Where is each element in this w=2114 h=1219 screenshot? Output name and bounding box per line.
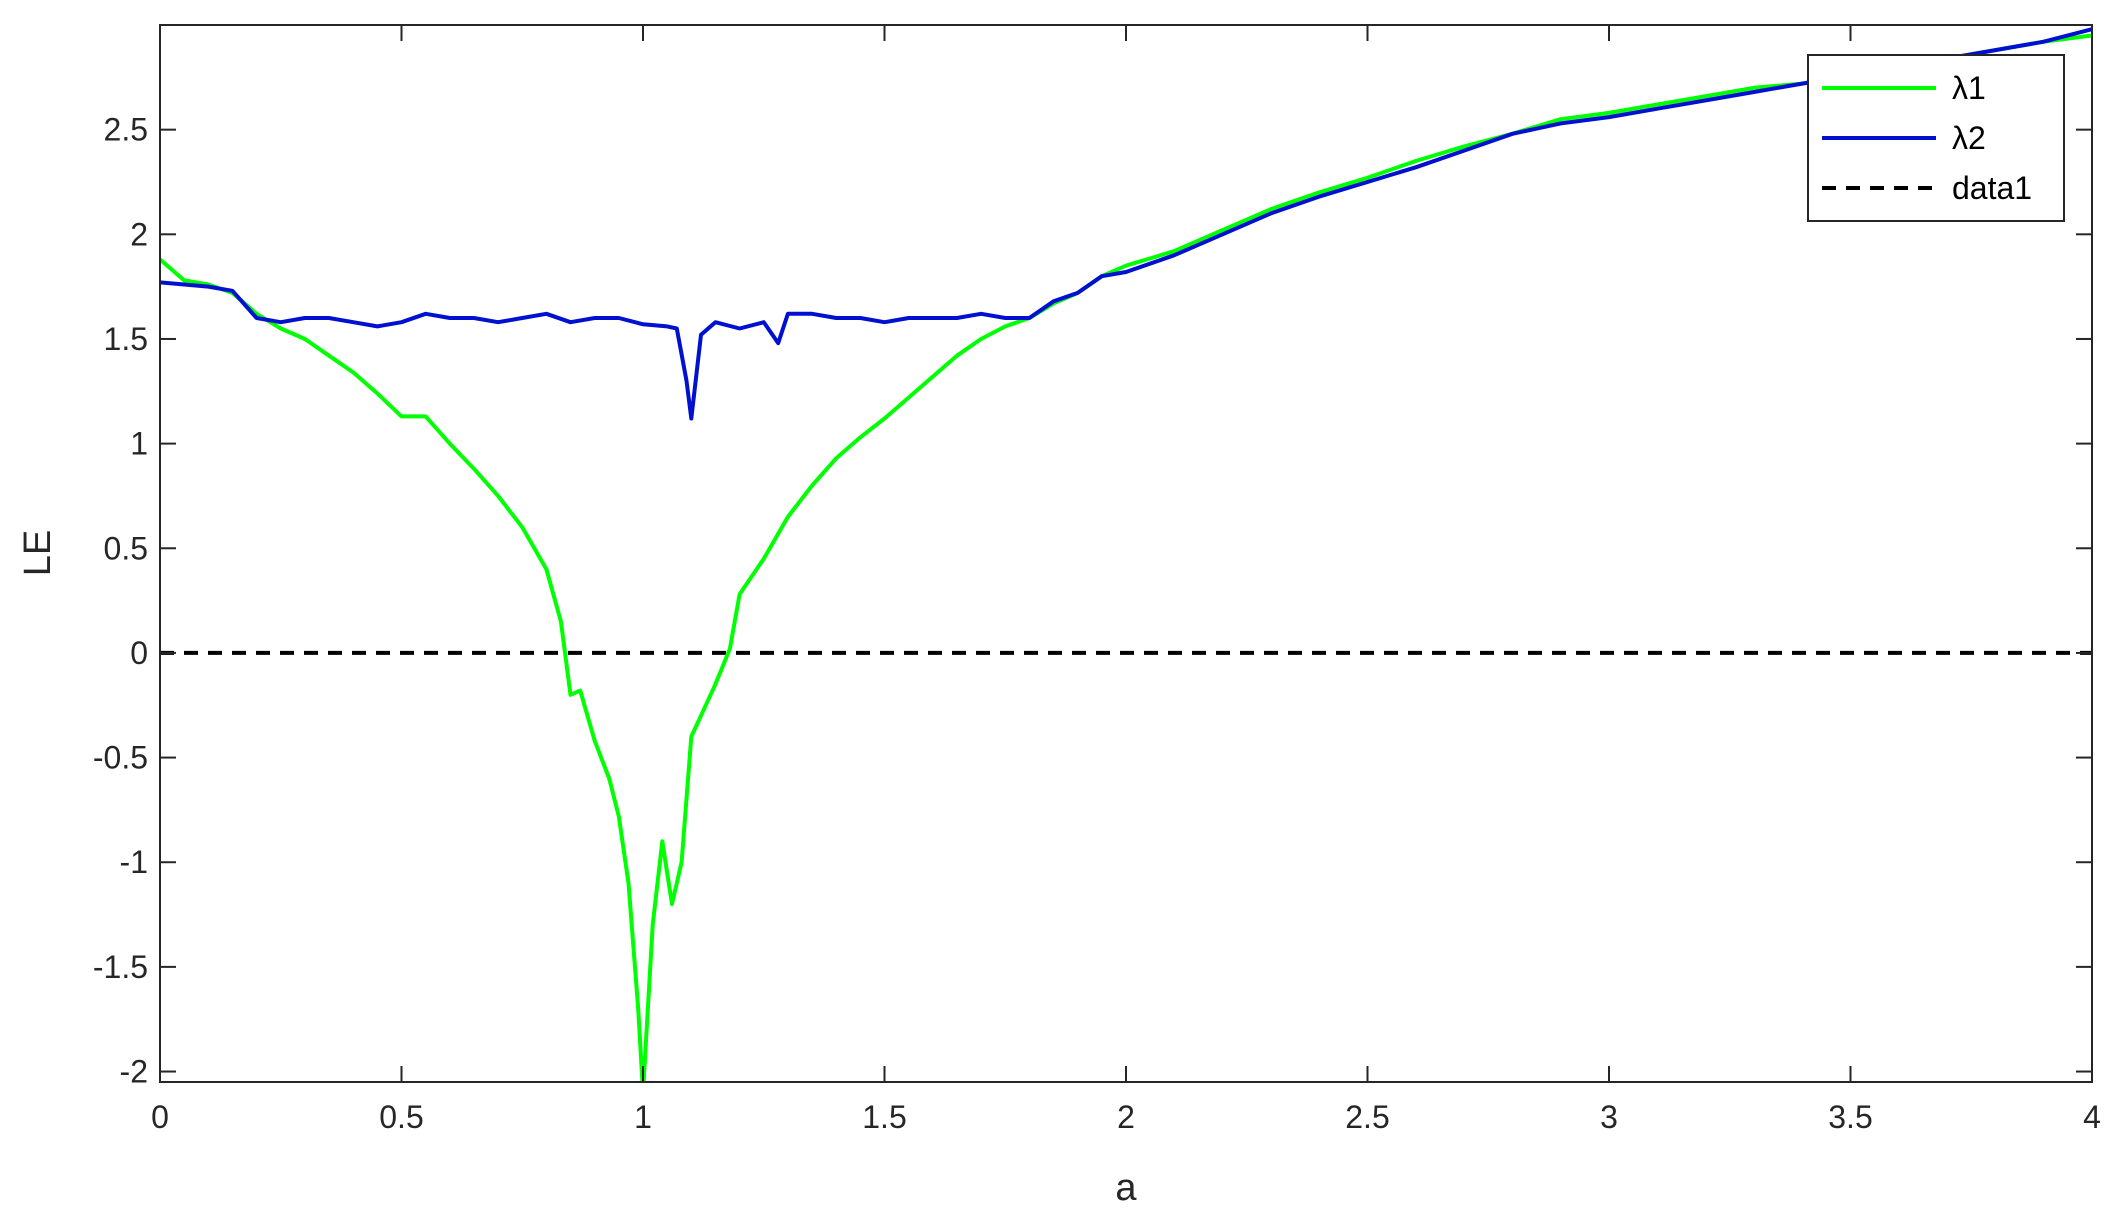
x-tick-label: 1 xyxy=(634,1099,652,1135)
y-tick-label: 2 xyxy=(130,216,148,252)
legend: λ1 λ2 data1 xyxy=(1807,54,2065,222)
x-tick-label: 3.5 xyxy=(1828,1099,1872,1135)
x-tick-label: 2.5 xyxy=(1345,1099,1389,1135)
y-tick-label: -2 xyxy=(120,1054,148,1090)
y-tick-label: 0.5 xyxy=(104,530,148,566)
x-tick-label: 0.5 xyxy=(379,1099,423,1135)
legend-label-1: λ1 xyxy=(1952,70,1986,106)
y-tick-label: -1 xyxy=(120,844,148,880)
x-tick-label: 3 xyxy=(1600,1099,1618,1135)
legend-label-2: λ2 xyxy=(1952,120,1986,156)
plot-area xyxy=(160,25,2092,1082)
y-tick-label: 0 xyxy=(130,635,148,671)
ticks-layer: 0 0.5 1 1.5 2 2.5 3 3.5 4 -2 -1.5 -1 -0.5 0 0.5 1 1.5 2 2.… xyxy=(93,25,2101,1135)
y-tick-label: -0.5 xyxy=(93,740,148,776)
legend-label-3: data1 xyxy=(1952,170,2032,206)
y-axis-title: LE xyxy=(17,530,59,576)
y-tick-label: -1.5 xyxy=(93,949,148,985)
series-layer xyxy=(160,27,2092,1082)
x-tick-label: 2 xyxy=(1117,1099,1135,1135)
x-tick-label: 0 xyxy=(151,1099,169,1135)
series-line-2 xyxy=(160,27,2092,421)
y-tick-label: 2.5 xyxy=(104,112,148,148)
y-tick-label: 1.5 xyxy=(104,321,148,357)
x-tick-label: 1.5 xyxy=(862,1099,906,1135)
x-tick-label: 4 xyxy=(2083,1099,2101,1135)
y-tick-label: 1 xyxy=(130,426,148,462)
x-axis-title: a xyxy=(1115,1167,1137,1209)
